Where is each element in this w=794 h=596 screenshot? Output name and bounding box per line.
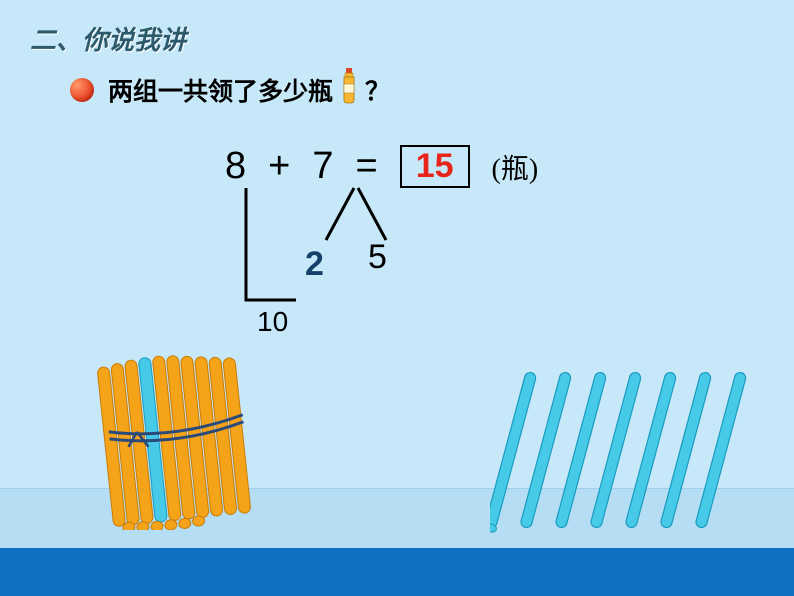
question-row: 两组一共领了多少瓶 ？: [70, 68, 390, 111]
sticks-right: [490, 370, 750, 540]
question-suffix: ？: [365, 72, 390, 108]
decomp-2: 2: [305, 245, 324, 284]
bottle-icon: [337, 68, 361, 111]
decomp-5: 5: [368, 238, 387, 277]
question-prefix: 两组一共领了多少瓶: [108, 72, 333, 108]
unit-label: (瓶): [492, 147, 539, 187]
sticks-bundle-left: [90, 350, 260, 530]
bullet-icon: [70, 78, 94, 102]
decomp-10: 10: [257, 306, 288, 338]
scallop-border: [0, 548, 794, 596]
section-title: 二、你说我讲: [30, 20, 186, 57]
